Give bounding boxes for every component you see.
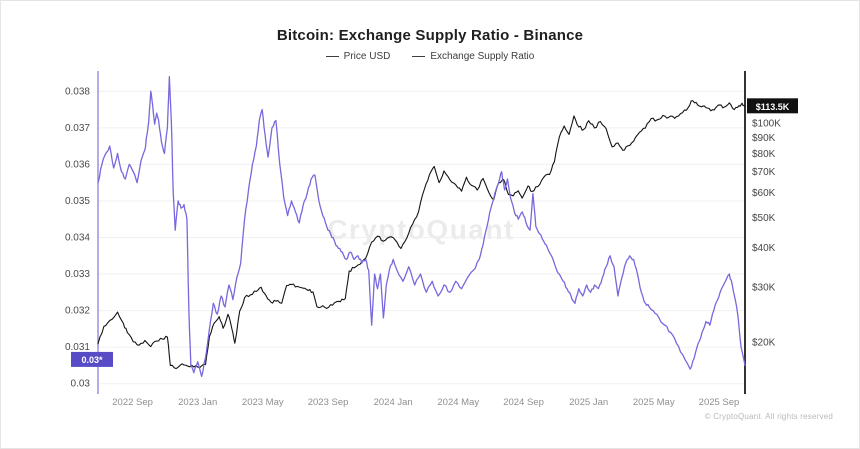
x-axis-tick-label: 2024 May <box>437 397 479 408</box>
ratio-last-value-text: 0.03* <box>81 355 103 365</box>
legend-dash-icon <box>412 56 426 57</box>
chart-legend: Price USD Exchange Supply Ratio <box>1 51 859 62</box>
x-axis-tick-label: 2023 Jan <box>178 397 217 408</box>
legend-label: Exchange Supply Ratio <box>430 51 535 62</box>
y-left-tick-label: 0.03 <box>71 379 91 390</box>
x-axis-tick-label: 2024 Sep <box>503 397 544 408</box>
ratio-last-value-badge <box>71 351 113 367</box>
legend-item-exchange-supply-ratio[interactable]: Exchange Supply Ratio <box>412 51 534 62</box>
y-right-tick-label: $60K <box>752 188 776 199</box>
y-left-tick-label: 0.034 <box>65 232 90 243</box>
series-line-exchange-supply-ratio <box>97 76 746 378</box>
legend-label: Price USD <box>343 51 391 62</box>
y-right-tick-label: $50K <box>752 213 776 224</box>
y-right-tick-label: $90K <box>752 133 776 144</box>
y-right-tick-label: $80K <box>752 149 776 160</box>
y-right-tick-label: $20K <box>752 337 776 348</box>
price-last-value-badge <box>747 98 798 114</box>
x-axis-tick-label: 2025 Sep <box>699 397 740 408</box>
x-axis-tick-label: 2022 Sep <box>112 397 153 408</box>
x-axis-tick-label: 2023 Sep <box>308 397 349 408</box>
y-right-tick-label: $70K <box>752 167 776 178</box>
y-right-tick-label: $100K <box>752 119 781 130</box>
y-left-tick-label: 0.038 <box>65 86 90 97</box>
y-left-tick-label: 0.035 <box>65 196 90 207</box>
y-left-tick-label: 0.037 <box>65 123 90 134</box>
x-axis-tick-label: 2025 Jan <box>569 397 608 408</box>
x-axis-tick-label: 2025 May <box>633 397 675 408</box>
copyright-text: © CryptoQuant. All rights reserved <box>704 412 833 421</box>
y-right-tick-label: $30K <box>752 282 776 293</box>
watermark-text: CryptoQuant <box>327 214 515 245</box>
y-left-tick-label: 0.032 <box>65 306 90 317</box>
y-left-tick-label: 0.036 <box>65 159 90 170</box>
chart-title: Bitcoin: Exchange Supply Ratio - Binance <box>276 27 584 44</box>
price-last-value-text: $113.5K <box>756 102 790 112</box>
y-left-tick-label: 0.031 <box>65 342 90 353</box>
y-right-tick-label: $40K <box>752 243 776 254</box>
legend-dash-icon <box>325 56 339 57</box>
x-axis-tick-label: 2023 May <box>242 397 284 408</box>
series-line-price-usd <box>97 100 746 370</box>
y-left-tick-label: 0.033 <box>65 269 90 280</box>
legend-item-price-usd[interactable]: Price USD <box>325 51 391 62</box>
x-axis-tick-label: 2024 Jan <box>374 397 413 408</box>
